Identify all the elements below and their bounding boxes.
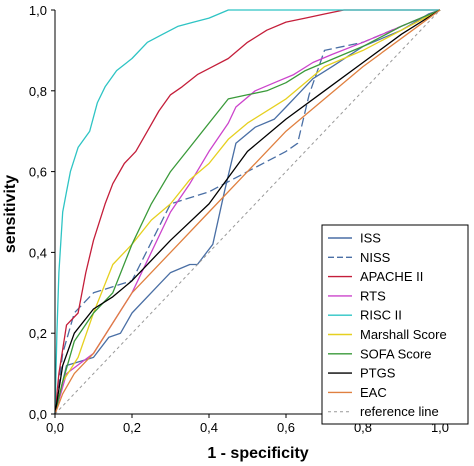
legend-label-niss: NISS (360, 250, 391, 265)
legend-label-reference-line: reference line (360, 404, 439, 419)
series-lines (54, 9, 441, 415)
x-tick-label: 0,6 (277, 420, 295, 435)
series-line-risc-ii (54, 9, 440, 415)
legend-label-risc-ii: RISC II (360, 308, 402, 323)
legend-box (321, 224, 469, 425)
series-line-sofa-score (54, 9, 441, 415)
legend-label-apache-ii: APACHE II (360, 269, 423, 284)
legend-label-eac: EAC (360, 385, 387, 400)
series-line-marshall-score (54, 9, 441, 415)
legend: ISS NISS APACHE II RTS RISC II Marshall Score… (321, 224, 469, 425)
x-tick-label: 0,0 (46, 420, 64, 435)
y-tick-label: 0,2 (29, 326, 47, 341)
legend-label-iss: ISS (360, 231, 381, 246)
legend-label-rts: RTS (360, 288, 386, 303)
x-tick-label: 0,4 (200, 420, 218, 435)
series-line-ptgs (54, 9, 441, 415)
legend-label-marshall-score: Marshall Score (360, 327, 447, 342)
legend-label-sofa-score: SOFA Score (360, 346, 432, 361)
series-line-eac (54, 9, 441, 415)
y-axis-title: sensitivity (2, 175, 19, 253)
legend-label-ptgs: PTGS (360, 366, 396, 381)
y-tick-label: 0,4 (29, 245, 47, 260)
x-axis-title: 1 - specificity (207, 445, 308, 462)
series-line-iss (54, 9, 441, 415)
y-tick-label: 1,0 (29, 3, 47, 18)
y-tick-label: 0,8 (29, 84, 47, 99)
y-tick-label: 0,0 (29, 407, 47, 422)
x-tick-label: 0,2 (123, 420, 141, 435)
series-line-apache-ii (54, 9, 440, 415)
y-tick-label: 0,6 (29, 165, 47, 180)
